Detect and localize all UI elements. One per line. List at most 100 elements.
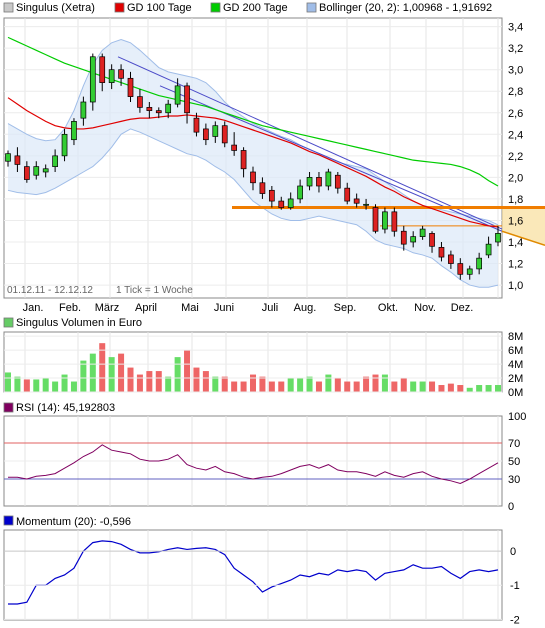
- volume-bar: [136, 374, 143, 392]
- volume-bar: [334, 378, 341, 392]
- legend-swatch-rsi: [3, 402, 14, 413]
- date-range: 01.12.11 - 12.12.12: [7, 285, 93, 296]
- candle-body: [485, 243, 492, 256]
- legend-swatch-volume: [3, 317, 14, 328]
- volume-bar: [372, 374, 379, 392]
- momentum-legend: Momentum (20): -0,596: [3, 515, 131, 528]
- volume-bar: [325, 374, 332, 392]
- volume-bar: [419, 381, 426, 392]
- volume-bar: [259, 376, 266, 392]
- price-y-tick: 1,4: [508, 237, 523, 249]
- legend-swatch-momentum: [3, 515, 14, 526]
- legend-momentum: Momentum (20): -0,596: [16, 516, 131, 528]
- volume-bar: [202, 371, 209, 392]
- candle-body: [438, 247, 445, 258]
- candle-body: [52, 155, 58, 167]
- x-axis-label: Juli: [262, 302, 279, 314]
- volume-bar: [381, 374, 388, 392]
- candle-body: [316, 177, 322, 187]
- legend-swatch-ma100: [114, 2, 125, 13]
- price-y-axis: 3,4 3,2 3,0 2,8 2,6 2,4 2,2 2,0 1,8 1,6 1,4 1,2 1,0: [508, 22, 523, 292]
- volume-y-tick: 6M: [508, 345, 523, 357]
- candle-body: [89, 56, 96, 103]
- volume-bars: [5, 343, 501, 392]
- legend-ma100: GD 100 Tage: [127, 2, 192, 14]
- candle-body: [5, 153, 11, 162]
- candlesticks: [5, 53, 501, 280]
- candle-body: [410, 236, 417, 243]
- candle-body: [33, 166, 40, 176]
- candle-body: [165, 103, 172, 114]
- legend-ma200: GD 200 Tage: [223, 2, 288, 14]
- rsi-y-axis: 100 70 50 30 0: [508, 411, 526, 513]
- price-y-tick: 3,2: [508, 43, 523, 55]
- x-axis-label: Dez.: [451, 302, 474, 314]
- x-axis-label: Okt.: [378, 302, 398, 314]
- legend-rsi: RSI (14): 45,192803: [16, 402, 115, 414]
- candle-body: [259, 182, 266, 194]
- candle-body: [429, 233, 435, 247]
- volume-bar: [14, 376, 21, 392]
- x-axis-label: Feb.: [59, 302, 81, 314]
- volume-bar: [5, 372, 11, 392]
- ma100-line: [7, 97, 499, 228]
- candle-body: [495, 233, 501, 243]
- price-legend: Singulus (Xetra) GD 100 Tage GD 200 Tage…: [3, 2, 492, 14]
- volume-bar: [33, 379, 40, 392]
- volume-bar: [287, 378, 294, 392]
- legend-price: Singulus (Xetra): [16, 2, 95, 14]
- trendline-1: [117, 56, 503, 230]
- price-y-tick: 2,6: [508, 108, 523, 120]
- candle-body: [268, 189, 275, 202]
- volume-bar: [315, 381, 322, 392]
- volume-legend: Singulus Volumen in Euro: [3, 317, 142, 329]
- volume-bar: [174, 357, 181, 392]
- volume-bar: [89, 353, 96, 392]
- candle-body: [108, 69, 115, 83]
- price-y-tick: 3,4: [508, 22, 523, 34]
- candle-body: [306, 177, 313, 187]
- rsi-line: [8, 444, 499, 485]
- legend-swatch-price: [3, 2, 14, 13]
- candle-body: [287, 198, 294, 208]
- candle-body: [127, 77, 134, 97]
- volume-bar: [438, 385, 445, 392]
- ma200-line: [7, 36, 499, 187]
- candle-body: [240, 150, 247, 170]
- volume-bar: [495, 385, 501, 392]
- volume-bar: [42, 378, 49, 392]
- rsi-y-tick: 30: [508, 474, 520, 486]
- candle-body: [174, 85, 181, 105]
- x-axis-label: Mai: [181, 302, 199, 314]
- volume-y-tick: 8M: [508, 331, 523, 343]
- momentum-line: [8, 540, 499, 605]
- candle-body: [372, 207, 379, 232]
- legend-volume: Singulus Volumen in Euro: [16, 317, 142, 329]
- volume-bar: [184, 350, 191, 392]
- candle-body: [137, 96, 143, 108]
- volume-bar: [268, 381, 275, 392]
- momentum-vertical-grid: [24, 530, 499, 620]
- candle-body: [278, 200, 285, 208]
- volume-bar: [193, 367, 200, 392]
- volume-bar: [165, 376, 172, 392]
- legend-swatch-bollinger: [306, 2, 317, 13]
- volume-bar: [240, 381, 247, 392]
- price-y-tick: 1,0: [508, 280, 523, 292]
- legend-swatch-ma200: [210, 2, 221, 13]
- x-axis-label: März: [95, 302, 119, 314]
- volume-bar: [52, 381, 59, 392]
- volume-bar: [61, 374, 68, 392]
- trend-channel-fill: [502, 207, 545, 246]
- candle-body: [184, 85, 190, 114]
- candle-body: [80, 101, 87, 119]
- volume-bar: [231, 381, 238, 392]
- rsi-legend: RSI (14): 45,192803: [3, 402, 115, 414]
- candle-body: [419, 228, 426, 237]
- volume-bar: [118, 353, 125, 392]
- rsi-y-tick: 70: [508, 438, 520, 450]
- legend-bollinger: Bollinger (20, 2): 1,00968 - 1,91692: [319, 2, 492, 14]
- price-vertical-grid: [24, 18, 499, 298]
- volume-bar: [155, 371, 162, 392]
